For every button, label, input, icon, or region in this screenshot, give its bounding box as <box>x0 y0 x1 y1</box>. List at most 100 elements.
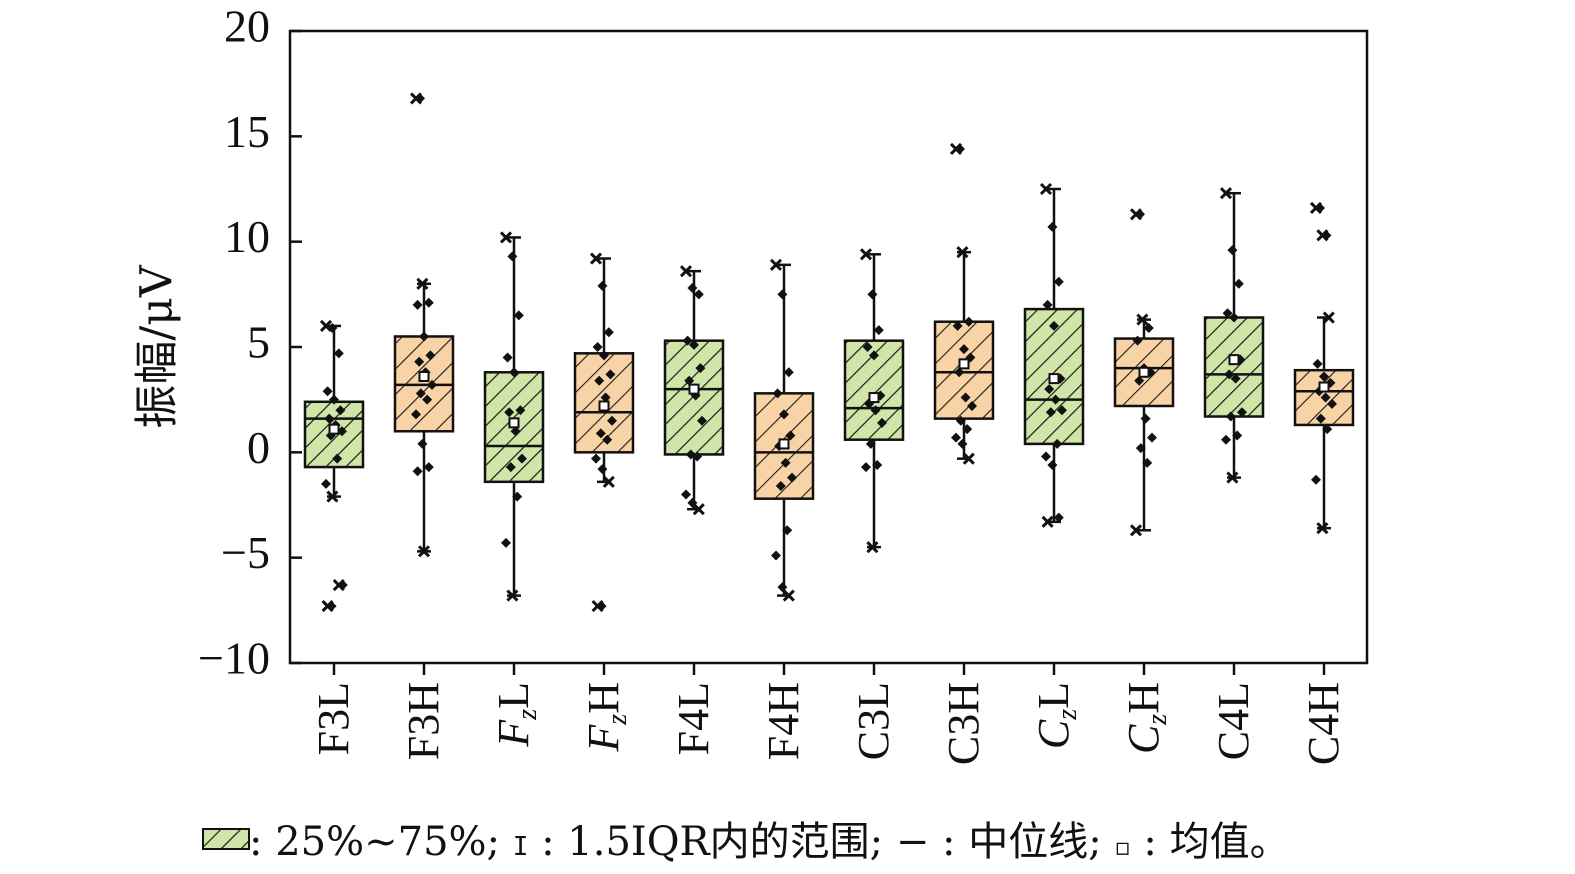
data-point <box>422 394 433 405</box>
data-point <box>1044 384 1055 395</box>
mean-marker <box>508 417 520 429</box>
data-point <box>591 453 601 464</box>
mean-marker <box>418 370 430 382</box>
outlier-mark <box>1219 187 1233 200</box>
data-point <box>782 525 793 536</box>
box-CzH <box>1113 208 1175 537</box>
mean-marker <box>778 438 790 450</box>
legend-mean-symbol: ▫ <box>1114 833 1130 861</box>
data-point <box>1057 405 1067 416</box>
outlier-mark <box>416 277 429 290</box>
x-tick-label: C4H <box>1299 682 1348 765</box>
mean-marker <box>328 423 340 435</box>
outlier-mark <box>1129 524 1143 537</box>
data-point <box>1315 413 1326 424</box>
data-point <box>682 335 693 346</box>
outlier-mark <box>692 503 705 516</box>
data-point <box>869 350 879 361</box>
data-point <box>1053 512 1064 523</box>
data-point <box>603 327 614 338</box>
data-point <box>771 550 781 561</box>
data-point <box>872 459 883 470</box>
y-axis-ticks: 20 15 10 5 0 −5 −10 <box>198 1 302 684</box>
x-tick-label: C3H <box>939 682 988 765</box>
legend-box-label: : 25%~75%; <box>249 819 513 865</box>
outlier-mark <box>769 258 783 271</box>
box-C4L <box>1203 187 1265 484</box>
data-point <box>1312 358 1323 369</box>
data-point <box>595 428 606 439</box>
data-point <box>862 342 873 352</box>
x-tick-label: FzH <box>579 682 633 753</box>
legend-median-symbol: − <box>896 819 930 865</box>
box-FzH <box>573 252 635 613</box>
data-point <box>1045 407 1056 418</box>
mean-marker <box>868 392 880 404</box>
data-point <box>963 316 974 327</box>
data-point <box>1042 299 1053 310</box>
data-point <box>681 489 691 500</box>
y-axis-label: 振幅/μV <box>132 264 183 428</box>
data-point <box>1233 278 1244 289</box>
x-tick-label: F4L <box>669 682 718 755</box>
x-tick-label: F3H <box>399 682 448 760</box>
data-point <box>597 464 608 475</box>
box-C3H <box>933 142 995 465</box>
outlier-mark <box>956 246 969 259</box>
mean-marker <box>1318 381 1330 393</box>
box-C4H <box>1293 201 1355 535</box>
data-point <box>1135 443 1146 454</box>
data-point <box>1327 398 1337 409</box>
outlier-mark <box>1136 313 1149 326</box>
data-point <box>1132 335 1143 346</box>
outlier-mark <box>417 545 431 558</box>
outlier-mark <box>602 475 615 488</box>
mean-marker <box>688 383 700 395</box>
data-point <box>1229 312 1239 323</box>
data-point <box>954 367 965 378</box>
data-point <box>592 342 603 352</box>
data-point <box>959 344 969 355</box>
outlier-mark <box>1039 182 1053 196</box>
mean-marker <box>1228 354 1240 366</box>
data-point <box>1237 407 1247 418</box>
data-point <box>870 405 881 416</box>
data-point <box>1222 308 1233 319</box>
data-point <box>600 392 611 403</box>
data-point <box>787 472 797 483</box>
data-point <box>861 462 871 473</box>
data-point <box>1225 411 1236 422</box>
data-point <box>783 367 794 378</box>
outlier-mark <box>1322 311 1335 324</box>
outlier-mark <box>962 452 975 465</box>
legend-median-label: : 中位线; <box>942 819 1114 865</box>
outlier-mark <box>859 248 873 261</box>
outlier-mark <box>326 490 339 503</box>
outlier-mark <box>319 319 333 332</box>
data-point <box>326 601 337 612</box>
data-point <box>425 350 436 361</box>
legend-mean-label: : 均值。 <box>1143 819 1289 865</box>
data-point <box>1047 221 1058 232</box>
data-point <box>1322 424 1333 435</box>
mean-marker <box>1048 373 1060 385</box>
data-point <box>1319 371 1329 382</box>
x-tick-label: FzL <box>489 682 543 748</box>
legend-whisker-symbol: I <box>513 832 529 862</box>
x-tick-label: C3L <box>849 682 898 760</box>
data-point <box>785 430 796 441</box>
outlier-mark <box>499 231 513 244</box>
data-point <box>510 426 521 437</box>
data-point <box>1221 434 1231 445</box>
data-point <box>1053 276 1064 287</box>
iqr-box <box>933 320 995 420</box>
data-point <box>952 320 963 331</box>
data-point <box>1232 430 1243 441</box>
data-point <box>333 348 344 359</box>
data-point <box>502 352 513 363</box>
y-tick-label: 5 <box>247 317 270 368</box>
data-point <box>693 289 704 300</box>
data-point <box>1134 375 1145 386</box>
legend-text: : 25%~75%; I : 1.5IQR内的范围; − : 中位线; ▫ : … <box>249 819 1290 865</box>
data-point <box>865 438 876 449</box>
